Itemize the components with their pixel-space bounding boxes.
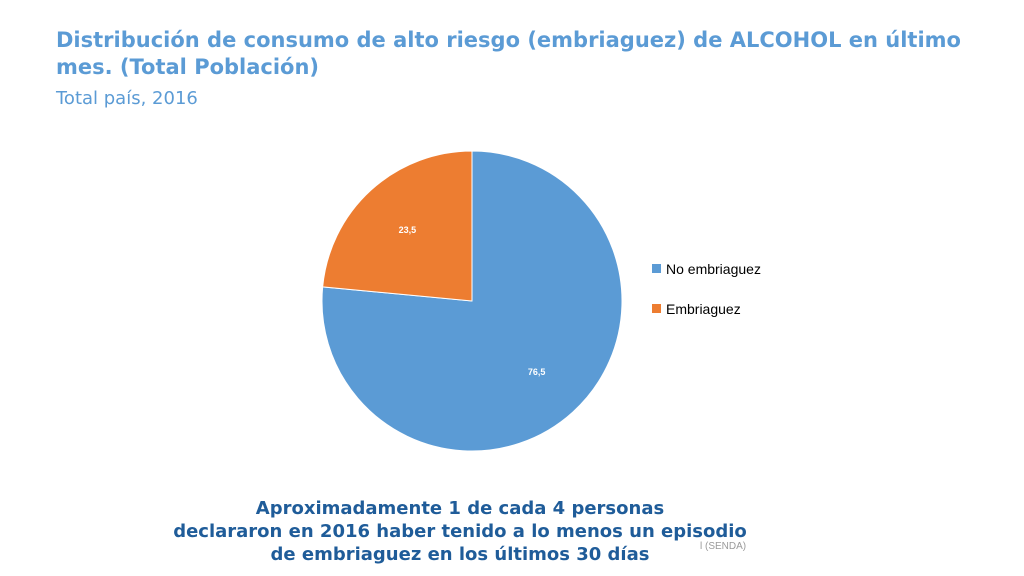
legend-swatch-2 bbox=[652, 304, 661, 313]
pie-value-label-2: 23,5 bbox=[399, 225, 417, 235]
footer-line-3: de embriaguez en los últimos 30 días bbox=[270, 544, 650, 565]
chart-title: Distribución de consumo de alto riesgo (… bbox=[56, 28, 961, 79]
chart-subtitle: Total país, 2016 bbox=[56, 88, 198, 109]
legend-label-1: No embriaguez bbox=[666, 261, 761, 277]
pie-value-label-1: 76,5 bbox=[528, 367, 546, 377]
legend-label-2: Embriaguez bbox=[666, 301, 741, 317]
footer-note: Aproximadamente 1 de cada 4 personas dec… bbox=[140, 497, 780, 566]
footer-line-1: Aproximadamente 1 de cada 4 personas bbox=[255, 498, 665, 519]
pie-slice-2 bbox=[322, 150, 473, 302]
source-note: l (SENDA) bbox=[700, 541, 747, 552]
legend-swatch-1 bbox=[652, 264, 661, 273]
footer-line-2: declararon en 2016 haber tenido a lo men… bbox=[173, 521, 747, 542]
